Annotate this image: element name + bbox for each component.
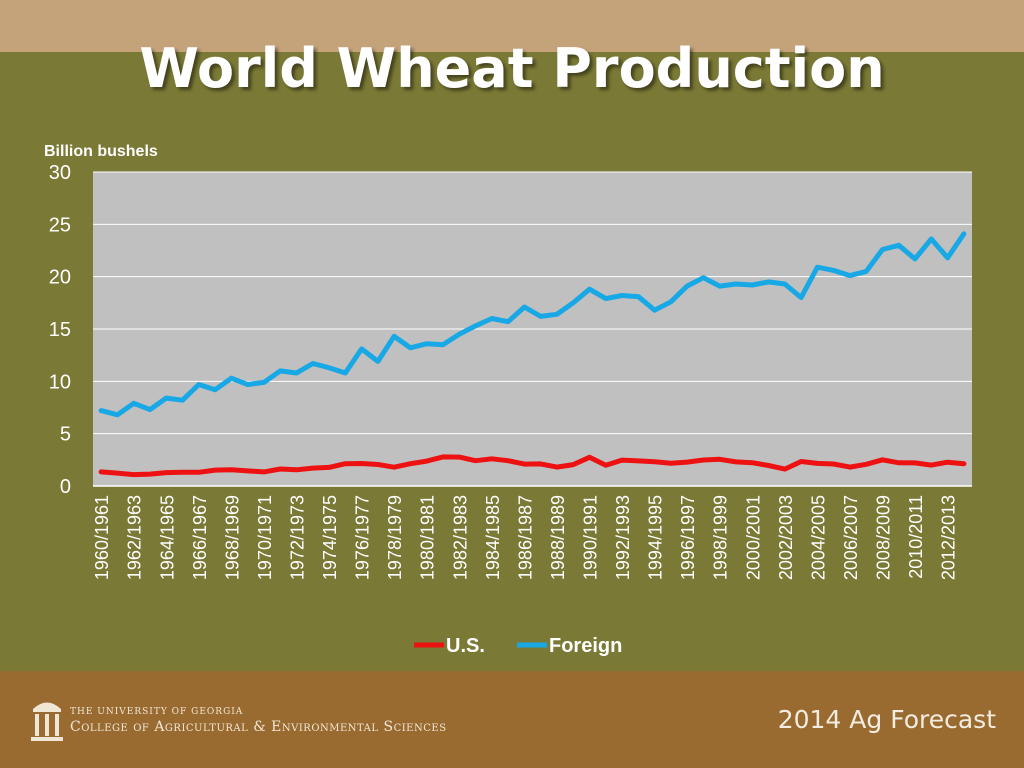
x-tick-label: 1984/1985 xyxy=(483,495,503,580)
x-tick-label: 1978/1979 xyxy=(385,495,405,580)
footer-bar xyxy=(0,671,1024,768)
y-tick-label: 30 xyxy=(49,162,71,184)
y-axis-ticks: 0 5 10 15 20 25 30 xyxy=(49,162,71,498)
y-tick-label: 20 xyxy=(49,267,71,289)
x-tick-label: 1990/1991 xyxy=(580,495,600,580)
x-tick-label: 2012/2013 xyxy=(939,495,959,580)
x-tick-label: 1964/1965 xyxy=(157,495,177,580)
y-tick-label: 0 xyxy=(60,476,71,498)
x-tick-label: 1970/1971 xyxy=(255,495,275,580)
x-tick-label: 1976/1977 xyxy=(353,495,373,580)
series-lines xyxy=(98,231,967,478)
x-tick-label: 1996/1997 xyxy=(678,495,698,580)
x-tick-label: 1962/1963 xyxy=(125,495,145,580)
x-tick-label: 1980/1981 xyxy=(418,495,438,580)
slide-title: World Wheat Production xyxy=(139,37,885,100)
x-tick-label: 1998/1999 xyxy=(711,495,731,580)
top-band xyxy=(0,0,1024,52)
x-tick-label: 2004/2005 xyxy=(808,495,828,580)
y-tick-label: 15 xyxy=(49,319,71,341)
y-tick-label: 5 xyxy=(60,424,71,446)
x-tick-label: 1972/1973 xyxy=(287,495,307,580)
y-axis-label: Billion bushels xyxy=(44,143,158,160)
x-tick-label: 1992/1993 xyxy=(613,495,633,580)
x-tick-label: 2006/2007 xyxy=(841,495,861,580)
college-name: College of Agricultural & Environmental … xyxy=(70,719,447,735)
series-line-foreign xyxy=(98,231,967,418)
legend-label: U.S. xyxy=(446,635,485,657)
x-tick-label: 1968/1969 xyxy=(222,495,242,580)
university-arch-logo xyxy=(31,702,63,741)
x-tick-label: 2008/2009 xyxy=(873,495,893,580)
x-tick-label: 1974/1975 xyxy=(320,495,340,580)
x-tick-label: 1960/1961 xyxy=(92,495,112,580)
y-tick-label: 25 xyxy=(49,214,71,236)
x-tick-label: 1986/1987 xyxy=(515,495,535,580)
legend-label: Foreign xyxy=(549,635,622,657)
x-axis-ticks: 1960/1961 1962/1963 1964/1965 1966/1967 1968… xyxy=(92,495,958,580)
forecast-label: 2014 Ag Forecast xyxy=(777,705,996,734)
y-tick-label: 10 xyxy=(49,371,71,393)
series-line-us xyxy=(98,454,967,478)
x-tick-label: 1994/1995 xyxy=(646,495,666,580)
x-tick-label: 2000/2001 xyxy=(743,495,763,580)
x-tick-label: 2002/2003 xyxy=(776,495,796,580)
university-name: THE UNIVERSITY OF GEORGIA xyxy=(70,707,244,717)
legend: U.S. Foreign xyxy=(414,635,622,657)
x-tick-label: 2010/2011 xyxy=(906,495,926,579)
x-tick-label: 1982/1983 xyxy=(450,495,470,580)
x-tick-label: 1966/1967 xyxy=(190,495,210,580)
x-tick-label: 1988/1989 xyxy=(548,495,568,580)
